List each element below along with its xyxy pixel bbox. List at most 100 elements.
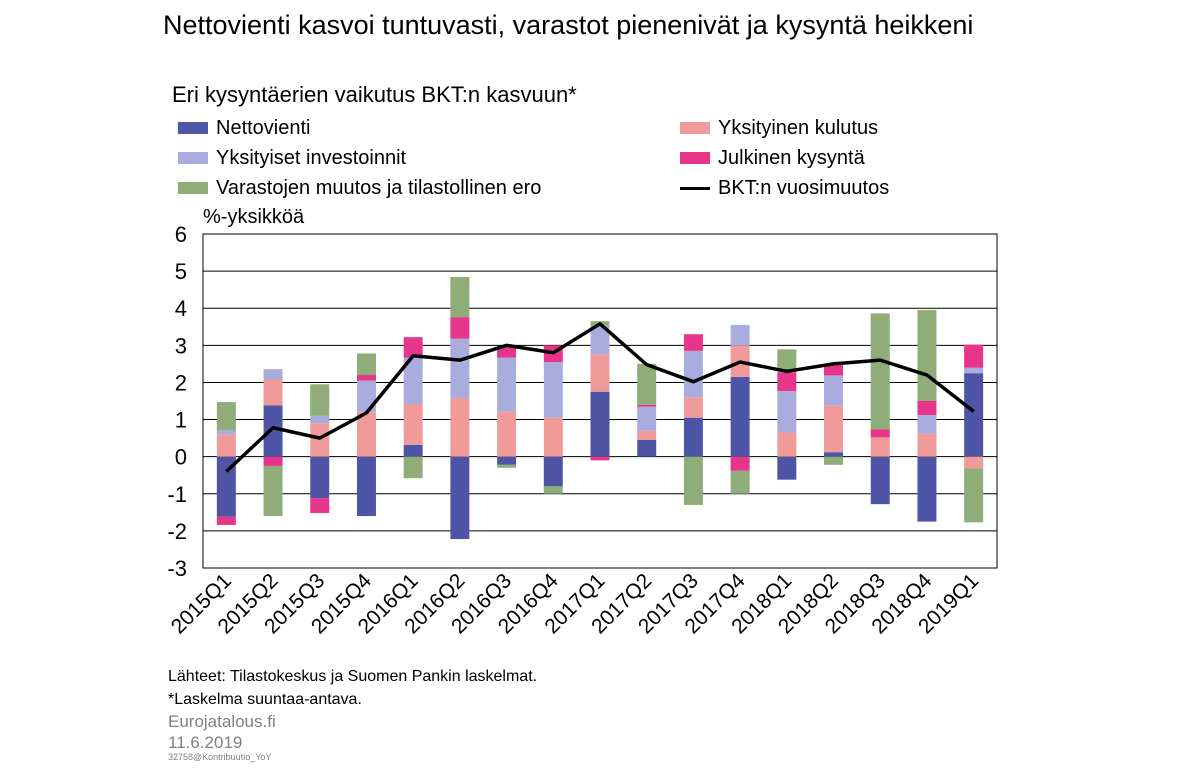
legend-item-yksityinen-kulutus: Yksityinen kulutus: [680, 115, 878, 141]
bar-segment: [590, 324, 610, 355]
footnotes: Lähteet: Tilastokeskus ja Suomen Pankin …: [168, 665, 537, 711]
legend-label: Yksityiset investoinnit: [216, 146, 407, 169]
y-tick-label: -1: [167, 482, 187, 507]
y-tick-label: -3: [167, 556, 187, 581]
legend-item-julkinen-kysynta: Julkinen kysyntä: [680, 145, 865, 171]
bkt-line: [225, 322, 975, 473]
bar-segment: [356, 380, 376, 413]
bar-segment: [310, 415, 330, 424]
chart-subtitle: Eri kysyntäerien vaikutus BKT:n kasvuun*: [172, 82, 577, 107]
bar-segment: [590, 354, 610, 392]
bar-segment: [917, 456, 937, 522]
bar-segment: [777, 432, 797, 457]
y-tick-label: 5: [175, 259, 187, 284]
plot-frame: [202, 233, 998, 569]
bar-segment: [824, 365, 844, 376]
bar-segment: [263, 379, 283, 406]
bar-segment: [824, 456, 844, 465]
bar-segment: [683, 417, 703, 457]
bar-segment: [450, 456, 470, 540]
bar-segment: [777, 349, 797, 373]
y-tick-label: 6: [175, 222, 187, 247]
bar-segment: [356, 353, 376, 376]
bar-segment: [497, 456, 517, 465]
bar-segment: [730, 376, 750, 457]
bar-segment: [356, 456, 376, 517]
legend-swatch: [178, 152, 208, 164]
brand-block: Eurojatalous.fi 11.6.2019: [168, 711, 276, 753]
bar-segment: [777, 390, 797, 433]
bar-segment: [964, 373, 984, 457]
y-tick-label: 0: [175, 445, 187, 470]
bar-segment: [637, 430, 657, 440]
estimate-note: *Laskelma suuntaa-antava.: [168, 691, 362, 708]
legend-line-swatch: [680, 186, 710, 190]
y-tick-label: 4: [175, 296, 187, 321]
legend-swatch: [680, 152, 710, 164]
y-axis-unit-label: %-yksikköä: [203, 206, 305, 228]
bar-segment: [824, 375, 844, 406]
bar-segment: [543, 456, 563, 487]
publish-date: 11.6.2019: [168, 733, 243, 752]
bar-segment: [870, 313, 890, 430]
bar-segment: [730, 470, 750, 494]
bar-segment: [637, 404, 657, 407]
bar-segment: [964, 456, 984, 469]
bar-segment: [216, 456, 236, 517]
legend-label: Varastojen muutos ja tilastollinen ero: [216, 176, 542, 199]
bar-segment: [450, 277, 470, 318]
brand-name: Eurojatalous.fi: [168, 712, 276, 731]
bar-segment: [964, 344, 984, 368]
bar-segment: [730, 324, 750, 346]
bar-segment: [964, 468, 984, 523]
bar-segment: [917, 310, 937, 401]
y-tick-label: 1: [175, 408, 187, 433]
bar-segment: [310, 423, 330, 457]
legend-item-bkt: BKT:n vuosimuutos: [680, 175, 889, 201]
bar-segment: [497, 357, 517, 412]
legend-item-varastojen-muutos: Varastojen muutos ja tilastollinen ero: [178, 175, 541, 201]
bar-segment: [497, 464, 517, 468]
bar-segment: [683, 334, 703, 351]
y-tick-label: 2: [175, 370, 187, 395]
bar-segment: [824, 452, 844, 457]
bar-segment: [310, 384, 330, 416]
legend-swatch: [178, 122, 208, 134]
bar-segment: [216, 516, 236, 525]
bar-segment: [310, 498, 330, 514]
bar-segment: [403, 337, 423, 358]
bar-segment: [497, 411, 517, 457]
bar-segment: [450, 338, 470, 399]
bar-segment: [403, 444, 423, 457]
chart-code: 32758@Kontribuutio_YoY: [168, 752, 272, 762]
legend-swatch: [680, 122, 710, 134]
bar-segment: [356, 375, 376, 381]
source-note: Lähteet: Tilastokeskus ja Suomen Pankin …: [168, 668, 538, 685]
bar-segment: [403, 456, 423, 479]
legend-label: Nettovienti: [216, 116, 311, 139]
bar-segment: [450, 317, 470, 339]
legend-label: Yksityinen kulutus: [718, 116, 879, 139]
legend-item-nettovienti: Nettovienti: [178, 115, 311, 141]
legend-swatch: [178, 182, 208, 194]
bar-segment: [403, 403, 423, 445]
bar-segment: [964, 367, 984, 374]
bar-segment: [917, 433, 937, 457]
bar-segment: [637, 363, 657, 405]
bar-segment: [777, 456, 797, 480]
bar-segment: [870, 437, 890, 457]
bar-segment: [263, 405, 283, 457]
legend-item-yksityiset-investoinnit: Yksityiset investoinnit: [178, 145, 406, 171]
bar-segment: [543, 417, 563, 457]
bar-segment: [590, 456, 610, 461]
bar-segment: [870, 456, 890, 505]
bar-segment: [683, 350, 703, 398]
bar-segment: [543, 362, 563, 418]
bar-segment: [917, 401, 937, 416]
bar-segment: [870, 429, 890, 438]
y-tick-label: 3: [175, 333, 187, 358]
bar-segment: [917, 415, 937, 434]
bar-segment: [683, 397, 703, 418]
bar-segment: [637, 406, 657, 431]
